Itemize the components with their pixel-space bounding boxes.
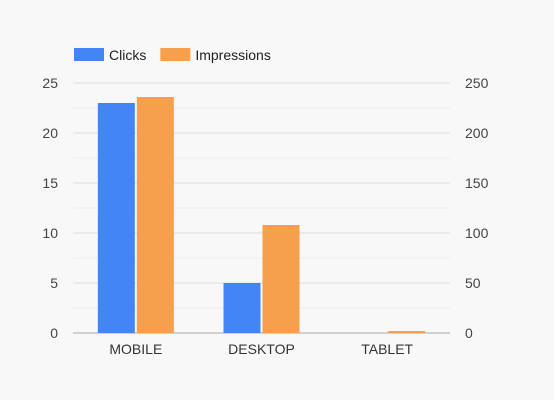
bar-impressions-tablet[interactable] bbox=[388, 331, 426, 333]
bar-clicks-desktop[interactable] bbox=[223, 283, 261, 333]
category-label: MOBILE bbox=[109, 341, 162, 357]
category-label: DESKTOP bbox=[228, 341, 295, 357]
left-tick-label: 25 bbox=[42, 75, 58, 91]
bars bbox=[97, 97, 426, 333]
legend-item-clicks[interactable]: Clicks bbox=[74, 47, 146, 63]
right-tick-label: 250 bbox=[465, 75, 489, 91]
category-label: TABLET bbox=[361, 341, 413, 357]
left-tick-label: 5 bbox=[50, 275, 58, 291]
gridlines bbox=[73, 82, 450, 334]
legend-label: Impressions bbox=[195, 47, 270, 63]
legend-swatch bbox=[160, 48, 191, 61]
category-axis: MOBILE DESKTOP TABLET bbox=[109, 341, 413, 357]
right-tick-label: 100 bbox=[465, 225, 489, 241]
legend-swatch bbox=[74, 48, 104, 61]
left-tick-label: 0 bbox=[50, 325, 58, 341]
right-axis: 0 50 100 150 200 250 bbox=[465, 75, 489, 341]
right-tick-label: 50 bbox=[465, 275, 481, 291]
legend[interactable]: Clicks Impressions bbox=[74, 47, 271, 63]
legend-label: Clicks bbox=[109, 47, 146, 63]
right-tick-label: 150 bbox=[465, 175, 489, 191]
left-tick-label: 15 bbox=[42, 175, 58, 191]
left-tick-label: 10 bbox=[42, 225, 58, 241]
legend-item-impressions[interactable]: Impressions bbox=[160, 47, 271, 63]
bar-impressions-desktop[interactable] bbox=[262, 225, 300, 333]
right-tick-label: 200 bbox=[465, 125, 489, 141]
bar-clicks-mobile[interactable] bbox=[97, 103, 135, 333]
bar-impressions-mobile[interactable] bbox=[136, 97, 174, 333]
right-tick-label: 0 bbox=[465, 325, 473, 341]
left-axis: 0 5 10 15 20 25 bbox=[42, 75, 58, 341]
left-tick-label: 20 bbox=[42, 125, 58, 141]
